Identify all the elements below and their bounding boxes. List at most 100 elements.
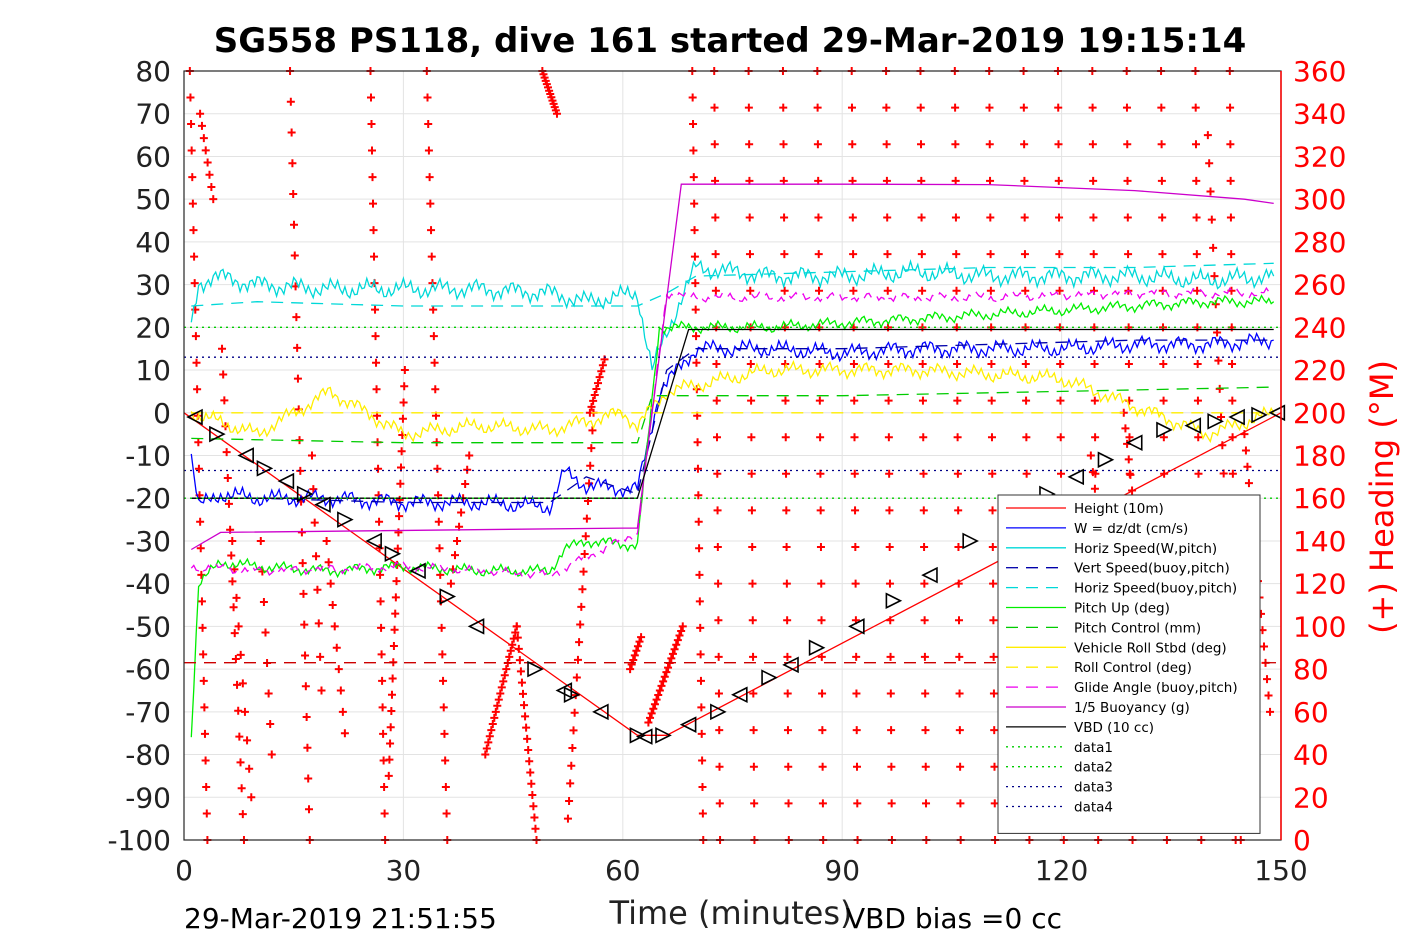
heading-marker: [247, 793, 256, 802]
heading-marker: [747, 469, 756, 478]
heading-marker: [815, 359, 824, 368]
heading-marker: [885, 469, 894, 478]
depth-marker: [710, 703, 727, 721]
heading-marker: [782, 543, 791, 552]
heading-marker: [310, 518, 319, 527]
depth-marker: [962, 532, 979, 550]
heading-marker: [1090, 359, 1099, 368]
heading-marker: [575, 638, 584, 647]
legend-label: VBD (10 cc): [1074, 720, 1154, 736]
heading-marker: [290, 251, 299, 260]
y-tick-label: -90: [125, 781, 171, 814]
heading-marker: [670, 645, 679, 654]
heading-marker: [920, 652, 929, 661]
heading-marker: [886, 689, 895, 698]
heading-marker: [693, 438, 702, 447]
heading-marker: [712, 359, 721, 368]
heading-marker: [816, 543, 825, 552]
heading-marker: [521, 712, 530, 721]
heading-marker: [396, 479, 405, 488]
heading-marker: [710, 140, 719, 149]
heading-marker: [369, 226, 378, 235]
heading-marker: [989, 579, 998, 588]
heading-marker: [465, 451, 474, 460]
heading-marker: [662, 668, 671, 677]
heading-marker: [955, 652, 964, 661]
heading-marker: [1124, 455, 1133, 464]
heading-marker: [394, 528, 403, 537]
heading-marker: [659, 677, 668, 686]
heading-marker: [370, 252, 379, 261]
heading-marker: [200, 729, 209, 738]
heading-marker: [336, 686, 345, 695]
heading-marker: [238, 679, 247, 688]
heading-marker: [1264, 691, 1273, 700]
heading-marker: [749, 652, 758, 661]
heading-marker: [698, 756, 707, 765]
heading-marker: [307, 451, 316, 460]
heading-marker: [883, 250, 892, 259]
heading-marker: [330, 622, 339, 631]
heading-marker: [848, 176, 857, 185]
heading-marker: [312, 552, 321, 561]
y-tick-label: -80: [125, 739, 171, 772]
heading-marker: [577, 602, 586, 611]
depth-marker: [1251, 406, 1268, 424]
legend-label: data3: [1074, 780, 1113, 796]
heading-marker: [197, 597, 206, 606]
heading-marker: [690, 252, 699, 261]
series-line: [190, 183, 1274, 551]
heading-marker: [668, 649, 677, 658]
heading-marker: [988, 506, 997, 515]
x-tick-label: 0: [175, 854, 193, 887]
heading-marker: [513, 633, 522, 642]
heading-marker: [781, 396, 790, 405]
heading-marker: [194, 464, 203, 473]
heading-marker: [884, 359, 893, 368]
heading-marker: [1228, 396, 1237, 405]
heading-marker: [293, 374, 302, 383]
heading-marker: [1157, 176, 1166, 185]
heading-marker: [340, 729, 349, 738]
heading-marker: [493, 701, 502, 710]
heading-marker: [697, 729, 706, 738]
heading-marker: [579, 567, 588, 576]
heading-marker: [657, 681, 666, 690]
heading-marker: [1122, 103, 1131, 112]
heading-marker: [1022, 396, 1031, 405]
legend-label: W = dz/dt (cm/s): [1074, 521, 1188, 537]
depth-marker: [1067, 468, 1085, 486]
series-line: [190, 359, 1275, 444]
heading-marker: [678, 622, 687, 631]
heading-marker: [515, 656, 524, 665]
heading-marker: [635, 637, 644, 646]
heading-marker: [1090, 396, 1099, 405]
heading-marker: [1021, 286, 1030, 295]
y-tick-label: -60: [125, 653, 171, 686]
series-line: [191, 339, 1274, 504]
heading-marker: [293, 343, 302, 352]
heading-marker: [813, 140, 822, 149]
heading-marker: [1159, 433, 1168, 442]
heading-marker: [745, 213, 754, 222]
heading-marker: [1193, 359, 1202, 368]
heading-marker: [190, 252, 199, 261]
y-tick-label: -70: [125, 696, 171, 729]
heading-marker: [453, 536, 462, 545]
heading-marker: [779, 176, 788, 185]
chart-title: SG558 PS118, dive 161 started 29-Mar-201…: [214, 21, 1247, 61]
heading-marker: [463, 465, 472, 474]
heading-marker: [985, 140, 994, 149]
heading-marker: [188, 199, 197, 208]
heading-marker: [231, 654, 240, 663]
heading-marker: [714, 689, 723, 698]
heading-marker: [218, 344, 227, 353]
heading-marker: [1055, 213, 1064, 222]
heading-marker: [332, 643, 341, 652]
depth-marker: [186, 408, 203, 426]
heading-marker: [576, 620, 585, 629]
series-line: [191, 386, 1274, 444]
heading-marker: [304, 805, 313, 814]
heading-marker: [451, 551, 459, 560]
